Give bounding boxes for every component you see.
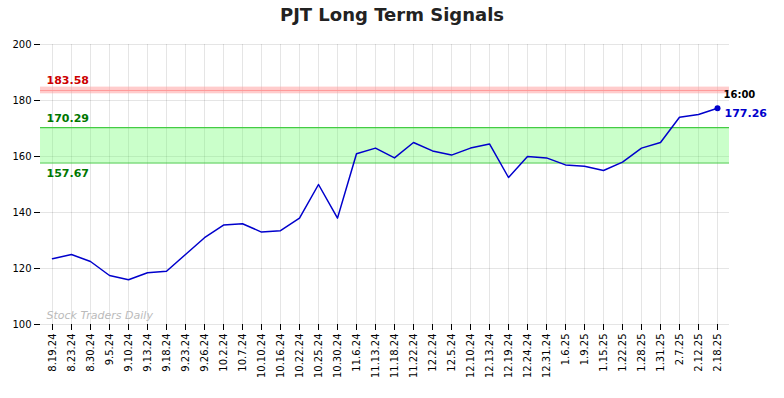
svg-text:10.30.24: 10.30.24 bbox=[332, 334, 343, 379]
svg-text:140: 140 bbox=[12, 207, 31, 218]
svg-text:Stock Traders Daily: Stock Traders Daily bbox=[47, 309, 154, 322]
svg-text:177.26: 177.26 bbox=[725, 107, 768, 120]
svg-text:2.7.25: 2.7.25 bbox=[674, 334, 685, 366]
svg-text:1.22.25: 1.22.25 bbox=[617, 334, 628, 372]
svg-text:12.13.24: 12.13.24 bbox=[484, 334, 495, 379]
svg-text:10.22.24: 10.22.24 bbox=[294, 334, 305, 379]
svg-text:1.31.25: 1.31.25 bbox=[655, 334, 666, 372]
svg-text:180: 180 bbox=[12, 95, 31, 106]
svg-text:10.25.24: 10.25.24 bbox=[313, 334, 324, 379]
svg-text:9.5.24: 9.5.24 bbox=[104, 334, 115, 366]
svg-text:12.31.24: 12.31.24 bbox=[541, 334, 552, 379]
svg-text:9.26.24: 9.26.24 bbox=[199, 334, 210, 372]
svg-text:2.18.25: 2.18.25 bbox=[712, 334, 723, 372]
svg-text:12.24.24: 12.24.24 bbox=[522, 334, 533, 379]
svg-text:9.10.24: 9.10.24 bbox=[123, 334, 134, 372]
svg-text:16:00: 16:00 bbox=[724, 89, 756, 100]
svg-text:1.15.25: 1.15.25 bbox=[598, 334, 609, 372]
svg-text:12.5.24: 12.5.24 bbox=[446, 334, 457, 372]
svg-text:10.2.24: 10.2.24 bbox=[218, 334, 229, 372]
svg-text:11.18.24: 11.18.24 bbox=[389, 334, 400, 379]
svg-text:8.23.24: 8.23.24 bbox=[66, 334, 77, 372]
svg-text:12.10.24: 12.10.24 bbox=[465, 334, 476, 379]
svg-text:10.16.24: 10.16.24 bbox=[275, 334, 286, 379]
svg-text:100: 100 bbox=[12, 319, 31, 330]
svg-text:12.19.24: 12.19.24 bbox=[503, 334, 514, 379]
svg-text:200: 200 bbox=[12, 39, 31, 50]
svg-text:2.12.25: 2.12.25 bbox=[693, 334, 704, 372]
svg-text:157.67: 157.67 bbox=[47, 167, 89, 180]
svg-text:12.2.24: 12.2.24 bbox=[427, 334, 438, 372]
svg-text:9.23.24: 9.23.24 bbox=[180, 334, 191, 372]
svg-text:8.30.24: 8.30.24 bbox=[85, 334, 96, 372]
svg-text:1.28.25: 1.28.25 bbox=[636, 334, 647, 372]
svg-text:10.10.24: 10.10.24 bbox=[256, 334, 267, 379]
svg-text:9.13.24: 9.13.24 bbox=[142, 334, 153, 372]
svg-text:170.29: 170.29 bbox=[47, 112, 89, 125]
svg-text:9.18.24: 9.18.24 bbox=[161, 334, 172, 372]
svg-text:1.9.25: 1.9.25 bbox=[579, 334, 590, 366]
svg-text:120: 120 bbox=[12, 263, 31, 274]
svg-text:10.7.24: 10.7.24 bbox=[237, 334, 248, 372]
svg-text:11.13.24: 11.13.24 bbox=[370, 334, 381, 379]
svg-text:183.58: 183.58 bbox=[47, 74, 89, 87]
html-text:PJT Long Term Signals: PJT Long Term Signals bbox=[279, 4, 504, 25]
svg-text:11.6.24: 11.6.24 bbox=[351, 334, 362, 372]
svg-text:1.6.25: 1.6.25 bbox=[560, 334, 571, 366]
svg-text:11.22.24: 11.22.24 bbox=[408, 334, 419, 379]
svg-text:160: 160 bbox=[12, 151, 31, 162]
svg-text:8.19.24: 8.19.24 bbox=[47, 334, 58, 372]
